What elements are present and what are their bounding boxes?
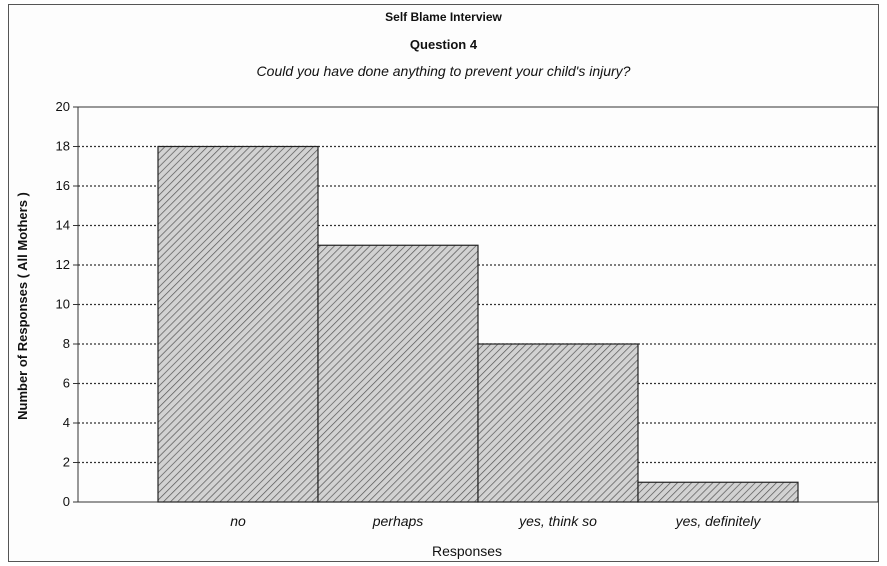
y-tick-label: 2 [63,455,70,470]
y-tick-label: 18 [56,139,70,154]
y-tick-label: 12 [56,257,70,272]
x-tick-label: perhaps [372,513,424,529]
bar-yes-definitely [637,481,799,503]
x-tick-label: no [230,513,246,529]
y-tick-label: 10 [56,297,70,312]
x-tick-label: yes, think so [518,513,597,529]
y-tick-label: 0 [63,494,70,509]
x-tick-label: yes, definitely [675,513,762,529]
y-axis-label: Number of Responses ( All Mothers ) [15,192,30,420]
chart-subtitle: Question 4 [409,37,478,52]
y-tick-label: 20 [56,99,70,114]
y-tick-label: 8 [63,336,70,351]
y-tick-label: 16 [56,178,70,193]
chart-question: Could you have done anything to prevent … [256,63,631,79]
bar-yes-think-so [477,343,639,503]
bar-perhaps [317,244,479,503]
bar-no [157,145,319,503]
y-tick-label: 4 [63,415,70,430]
y-tick-label: 14 [56,218,70,233]
y-tick-label: 6 [63,376,70,391]
chart-title: Self Blame Interview [385,10,502,24]
x-axis-label: Responses [432,543,502,559]
